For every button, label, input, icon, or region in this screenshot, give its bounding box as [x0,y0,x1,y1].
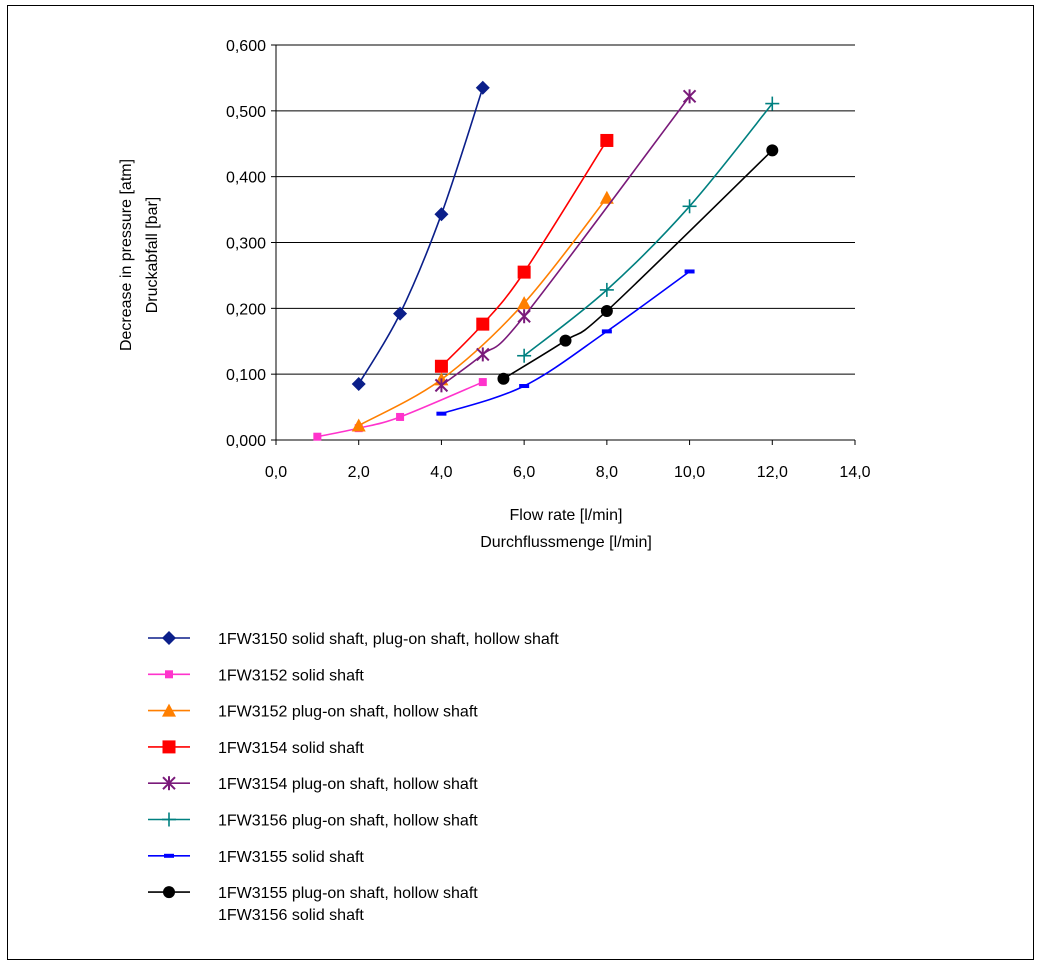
legend-entry-4: 1FW3154 plug-on shaft, hollow shaft [148,776,478,793]
data-point [517,265,531,279]
series-0 [351,80,490,392]
series-3 [434,133,614,373]
legend-marker [164,853,174,858]
data-point [766,144,779,157]
series-layer [313,80,780,441]
x-tick-label: 10,0 [674,464,705,481]
data-point [765,96,780,111]
data-point [313,432,322,441]
y-tick-label: 0,600 [226,38,266,55]
legend-label: 1FW3152 plug-on shaft, hollow shaft [218,704,478,721]
legend-label: 1FW3155 solid shaft [218,849,364,866]
legend-label: 1FW3150 solid shaft, plug-on shaft, holl… [218,631,559,648]
x-tick-label: 2,0 [348,464,370,481]
grid [276,44,855,375]
legend-entry-7: 1FW3155 plug-on shaft, hollow shaft 1FW31… [148,885,478,924]
legend-entry-2: 1FW3152 plug-on shaft, hollow shaft [148,703,478,721]
chart-frame [7,5,1034,960]
axes [271,44,856,445]
y-tick-label: 0,300 [226,236,266,253]
legend-label: 1FW3154 solid shaft [218,740,364,757]
x-tick-label: 12,0 [757,464,788,481]
data-point [436,411,447,416]
x-tick-label: 6,0 [513,464,535,481]
y-tick-label: 0,000 [226,433,266,450]
tick-labels: 0,000 0,100 0,200 0,300 0,400 0,500 0,600 0,0 2,… [226,38,871,481]
data-point [600,304,613,317]
legend-label-secondary: 1FW3156 solid shaft [218,907,364,924]
data-point [478,378,487,387]
legend-marker [162,776,176,791]
data-point [351,377,366,392]
series-line [503,149,773,380]
legend-marker [162,740,176,754]
x-tick-label: 14,0 [839,464,870,481]
series-6 [436,269,695,416]
x-axis-title-secondary: Durchflussmenge [l/min] [480,534,652,551]
x-tick-label: 4,0 [430,464,452,481]
legend-label: 1FW3154 plug-on shaft, hollow shaft [218,776,478,793]
x-tick-label: 0,0 [265,464,287,481]
data-point [682,89,697,104]
legend-marker [165,670,173,679]
y-axis-title: Decrease in pressure [atm] [118,159,135,351]
series-line [317,381,484,438]
legend-marker [163,886,175,899]
data-point [599,282,614,297]
legend-label: 1FW3156 plug-on shaft, hollow shaft [218,813,478,830]
series-1 [313,378,487,441]
legend-entry-0: 1FW3150 solid shaft, plug-on shaft, holl… [148,631,559,648]
legend-label: 1FW3155 plug-on shaft, hollow shaft [218,885,478,902]
series-4 [434,89,697,393]
series-2 [351,190,614,432]
data-point [599,190,614,204]
legend: 1FW3150 solid shaft, plug-on shaft, holl… [148,631,559,924]
data-point [476,347,490,362]
data-point [434,359,448,373]
legend-entry-3: 1FW3154 solid shaft [148,740,364,757]
data-point [434,378,449,393]
series-line [440,140,608,367]
legend-entry-6: 1FW3155 solid shaft [148,849,364,866]
data-point [600,133,614,147]
y-axis-title-secondary: Druckabfall [bar] [144,197,161,314]
data-point [519,384,530,389]
series-7 [497,144,779,385]
series-line [441,270,691,415]
series-5 [517,96,780,363]
series-line [523,103,773,357]
y-tick-label: 0,500 [226,104,266,121]
data-point [497,372,510,385]
legend-marker [162,812,176,827]
y-tick-label: 0,200 [226,301,266,318]
data-point [559,334,572,347]
legend-entry-1: 1FW3152 solid shaft [148,667,364,684]
data-point [396,412,405,421]
legend-marker [162,631,176,645]
data-point [684,269,695,274]
y-tick-label: 0,100 [226,367,266,384]
y-tick-label: 0,400 [226,170,266,187]
x-axis-title: Flow rate [l/min] [510,507,623,524]
data-point [517,348,532,363]
data-point [517,296,532,310]
legend-label: 1FW3152 solid shaft [218,667,364,684]
legend-marker [162,703,176,717]
axis-titles: Flow rate [l/min] Durchflussmenge [l/min]… [118,159,652,551]
data-point [434,207,449,222]
data-point [517,309,531,324]
series-line [358,87,484,385]
data-point [601,329,612,334]
data-point [682,199,697,214]
data-point [351,418,366,432]
data-point [393,306,408,321]
data-point [475,80,490,95]
series-line [358,197,608,427]
legend-entry-5: 1FW3156 plug-on shaft, hollow shaft [148,812,478,830]
data-point [476,317,490,331]
x-tick-label: 8,0 [596,464,618,481]
